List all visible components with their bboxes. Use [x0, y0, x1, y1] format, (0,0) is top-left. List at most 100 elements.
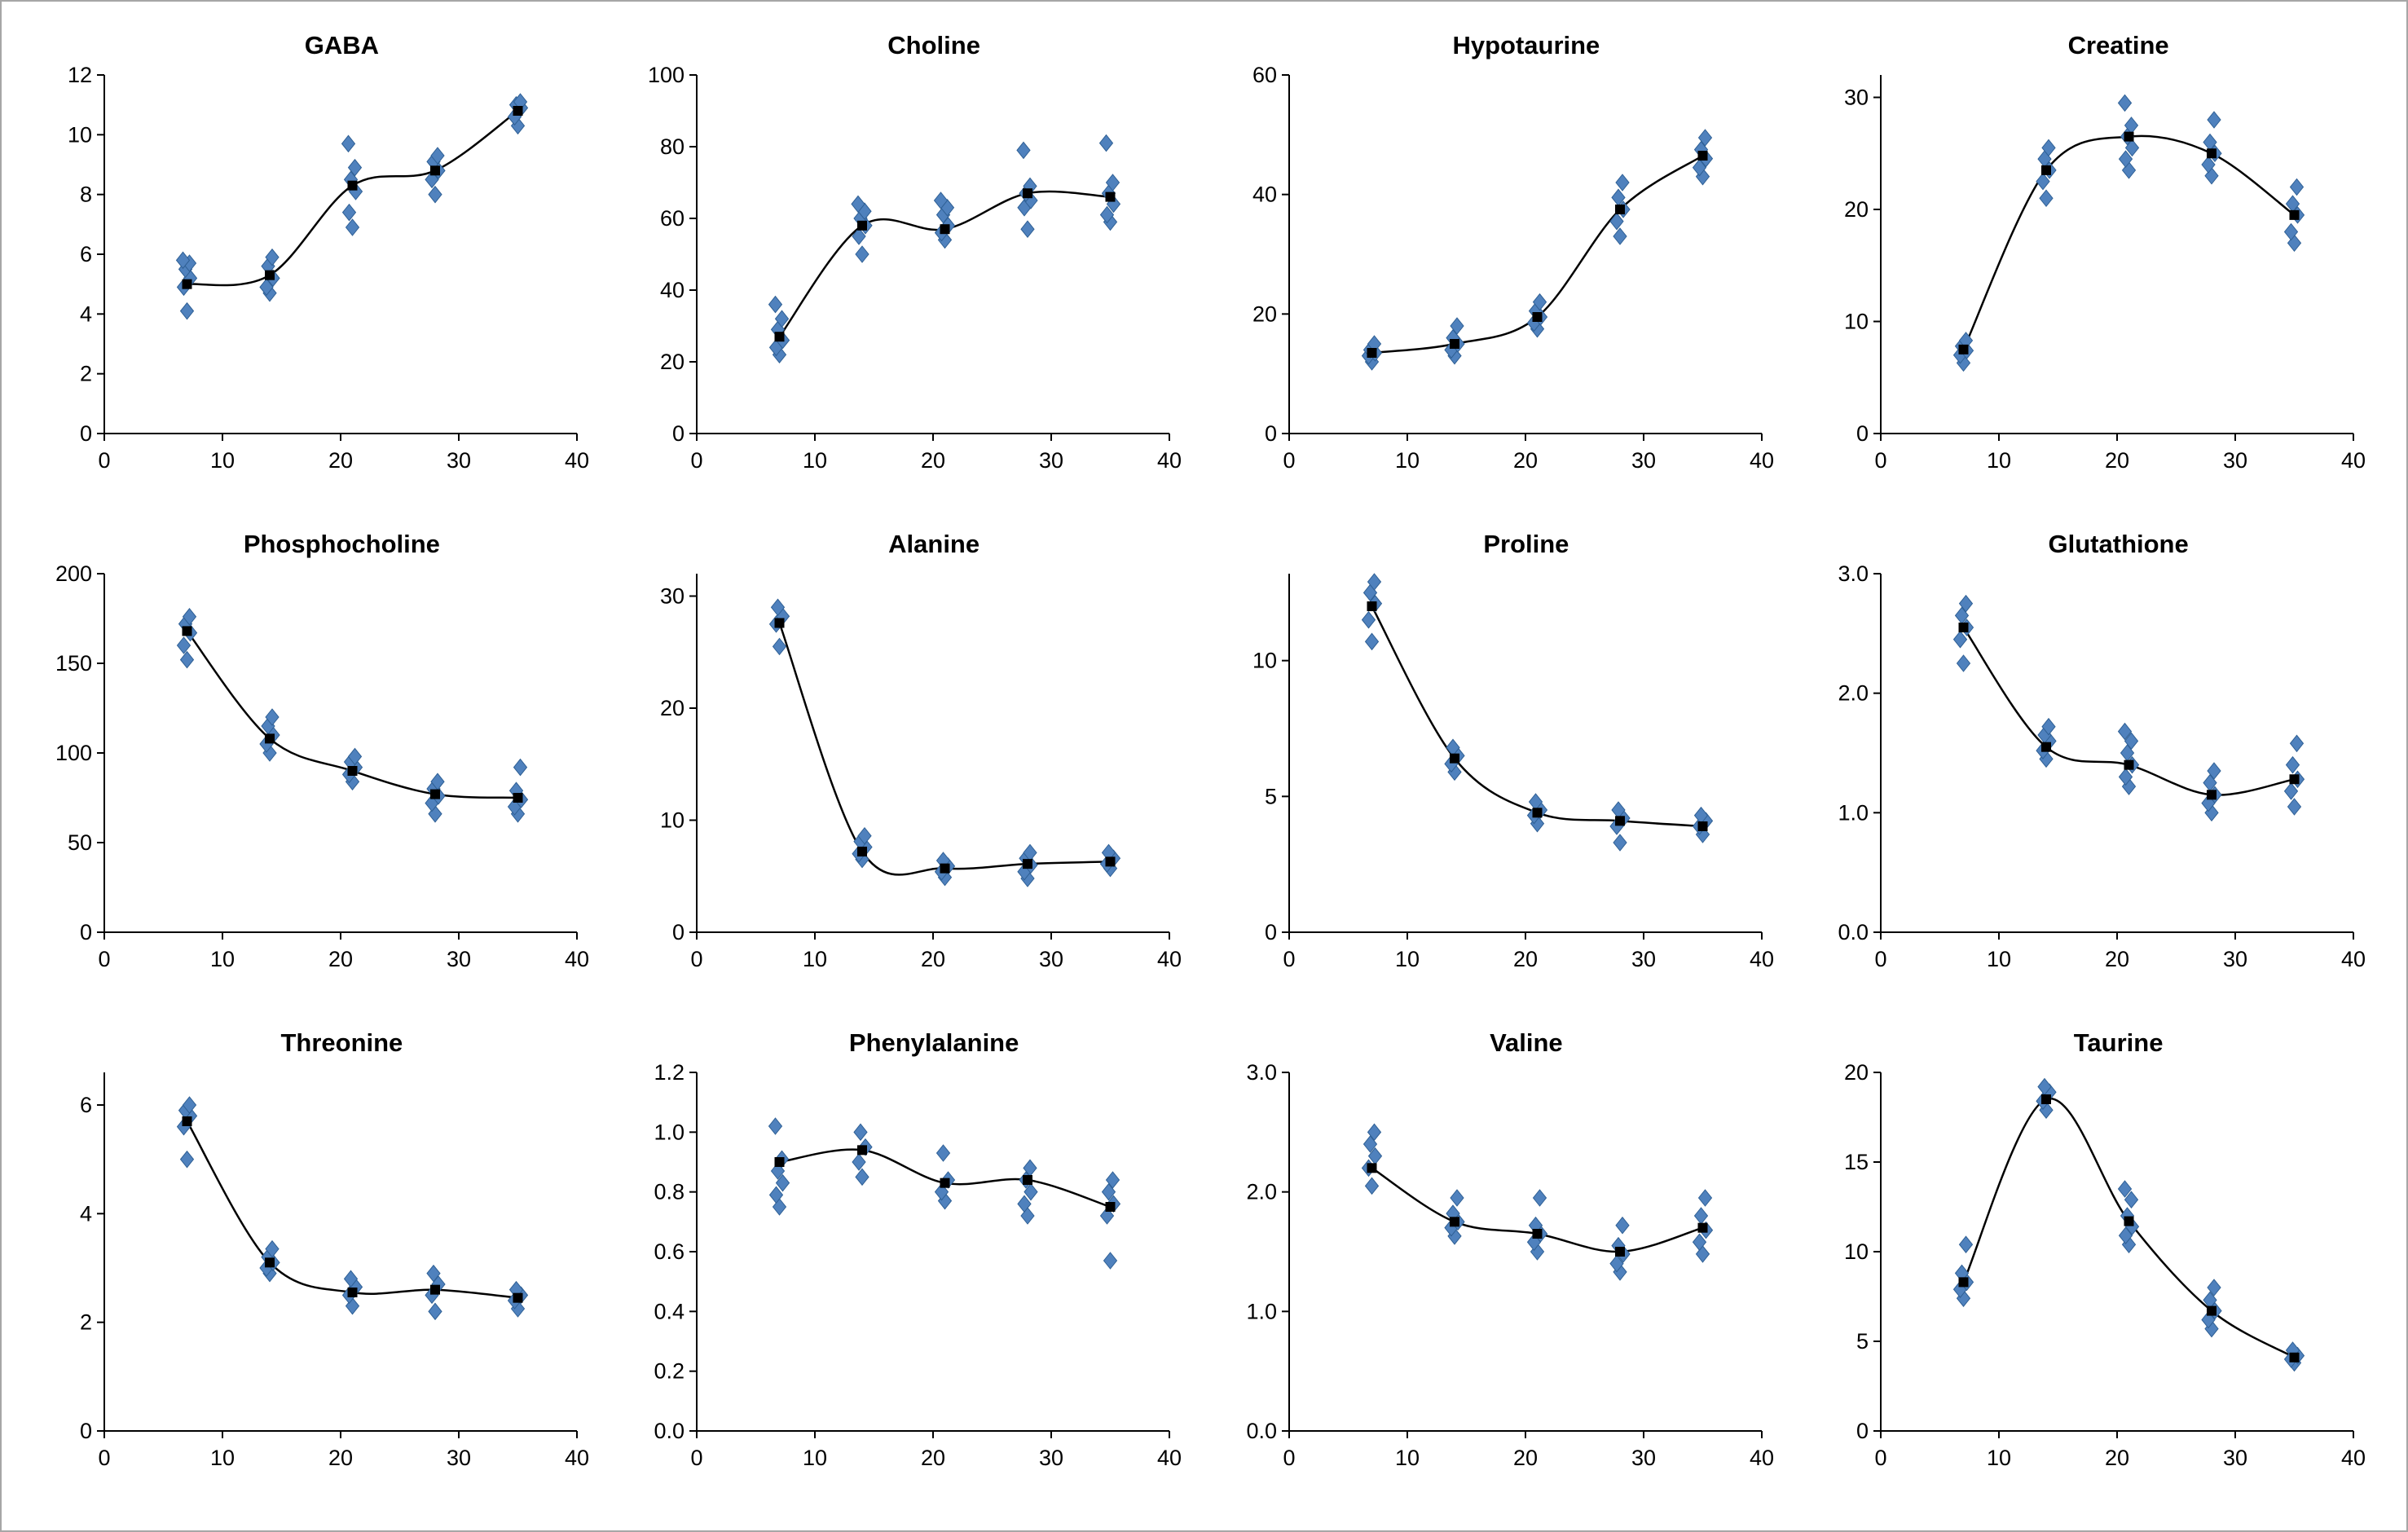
x-tick-label: 40 — [1749, 947, 1773, 971]
y-tick-label: 6 — [80, 1093, 92, 1117]
scatter-point — [2036, 172, 2050, 191]
trend-line — [1962, 134, 2296, 350]
x-tick-label: 40 — [1157, 947, 1182, 971]
scatter-point — [855, 1168, 869, 1186]
scatter-point — [182, 1096, 197, 1114]
x-tick-label: 10 — [210, 947, 235, 971]
y-tick-label: 0 — [1264, 920, 1276, 944]
mean-point — [1958, 623, 1969, 632]
x-tick-label: 20 — [2105, 448, 2129, 473]
scatter-point — [851, 195, 865, 214]
x-tick-label: 0 — [690, 1446, 702, 1470]
scatter-point — [933, 192, 948, 209]
mean-point — [2124, 131, 2134, 142]
mean-point — [1105, 192, 1116, 202]
trend-line — [187, 109, 519, 287]
chart-title: GABA — [304, 31, 380, 59]
scatter-point — [179, 650, 195, 669]
x-tick-label: 20 — [328, 448, 353, 473]
mean-point — [265, 733, 275, 744]
trend-line — [186, 1120, 518, 1299]
scatter-point — [2287, 798, 2302, 816]
mean-point — [347, 180, 358, 191]
chart-panel: Creatine 0 10 20 30 40 0 10 20 30 — [1806, 23, 2379, 512]
scatter-point — [852, 227, 866, 245]
y-tick-label: 0 — [1856, 1419, 1869, 1443]
scatter-point — [341, 203, 357, 222]
mean-point — [774, 1157, 785, 1167]
mean-point — [1532, 312, 1542, 322]
chart-title: Choline — [887, 31, 980, 59]
mean-point — [430, 789, 440, 799]
scatter-point — [774, 310, 789, 328]
x-tick-label: 40 — [1749, 448, 1773, 473]
mean-point — [1367, 348, 1376, 358]
x-tick-label: 10 — [1987, 448, 2011, 473]
y-tick-label: 5 — [1856, 1329, 1869, 1354]
mean-point — [2041, 1094, 2052, 1104]
y-tick-label: 5 — [1264, 784, 1276, 808]
scatter-point — [426, 1264, 441, 1283]
x-tick-label: 20 — [2105, 1446, 2129, 1470]
scatter-point — [1367, 573, 1381, 591]
mean-point — [1367, 1163, 1376, 1173]
trend-line — [1370, 605, 1703, 828]
x-tick-label: 40 — [2341, 1446, 2366, 1470]
y-tick-label: 0.4 — [654, 1299, 685, 1323]
scatter-point — [347, 747, 363, 766]
x-tick-label: 30 — [2223, 448, 2247, 473]
mean-point — [1105, 1202, 1116, 1212]
scatter-point — [1959, 594, 1974, 613]
x-tick-label: 30 — [447, 947, 471, 971]
mean-point — [1532, 808, 1542, 818]
scatter-point — [179, 1150, 195, 1169]
x-tick-label: 20 — [921, 448, 945, 473]
mean-point — [1449, 1217, 1459, 1227]
x-tick-label: 40 — [2341, 947, 2366, 971]
scatter-point — [1020, 220, 1035, 239]
chart-canvas: 0 10 20 30 40 0 10 20 30 — [1844, 75, 2366, 473]
chart-canvas: 0 10 20 30 40 0 20 40 60 80 100 — [648, 63, 1182, 473]
chart-title: Proline — [1483, 530, 1569, 558]
chart-canvas: 0 10 20 30 40 0.0 0.2 0.4 0.6 0.8 1.0 1.2 — [654, 1060, 1182, 1470]
scatter-point — [1105, 174, 1120, 192]
y-tick-label: 0 — [80, 1419, 92, 1443]
x-tick-label: 40 — [2341, 448, 2366, 473]
trend-line — [1962, 627, 2295, 796]
scatter-point — [1697, 129, 1712, 147]
y-tick-label: 0 — [1856, 421, 1869, 446]
mean-point — [2124, 1216, 2134, 1226]
y-tick-label: 3.0 — [1246, 1061, 1277, 1085]
scatter-point — [1695, 1245, 1710, 1263]
chart-canvas: 0 10 20 30 40 0 50 100 150 200 — [55, 561, 589, 971]
mean-point — [940, 863, 950, 874]
scatter-point — [1692, 158, 1706, 177]
y-tick-label: 1.0 — [1246, 1299, 1277, 1323]
chart-title: Creatine — [2067, 31, 2169, 59]
mean-point — [2289, 209, 2300, 220]
mean-point — [774, 332, 785, 342]
chart-title: Phenylalanine — [848, 1028, 1019, 1057]
mean-point — [182, 626, 192, 636]
scatter-point — [853, 1123, 868, 1142]
x-tick-label: 20 — [328, 1446, 353, 1470]
mean-point — [265, 270, 275, 280]
x-tick-label: 40 — [1157, 1446, 1182, 1470]
chart-panel: Choline 0 10 20 30 40 0 20 40 60 80 100 — [622, 23, 1195, 512]
scatter-point — [2119, 768, 2133, 786]
y-tick-label: 2.0 — [1246, 1180, 1277, 1204]
x-tick-label: 30 — [447, 1446, 471, 1470]
scatter-point — [1609, 1254, 1624, 1273]
scatter-point — [176, 636, 191, 654]
mean-point — [1614, 205, 1625, 214]
mean-point — [774, 618, 785, 628]
scatter-point — [175, 251, 191, 270]
y-tick-label: 10 — [68, 122, 92, 147]
scatter-point — [1361, 610, 1376, 629]
scatter-point — [1449, 317, 1464, 335]
x-tick-label: 10 — [1987, 1446, 2011, 1470]
mean-point — [1532, 1229, 1542, 1239]
scatter-point — [2118, 1180, 2133, 1198]
mean-point — [1022, 188, 1032, 199]
